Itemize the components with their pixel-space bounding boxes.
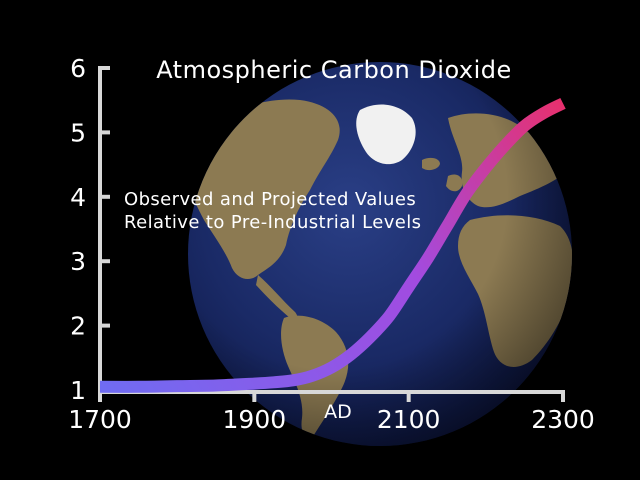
y-tick-label: 4 [70, 183, 86, 212]
earth-globe-image [188, 62, 572, 446]
y-axis-ticks: 1 2 3 4 5 6 [70, 54, 110, 405]
x-tick-label: 1700 [68, 405, 132, 434]
chart-subtitle-line-2: Relative to Pre-Industrial Levels [124, 212, 421, 233]
x-tick-label: 2100 [377, 405, 441, 434]
y-tick-label: 2 [70, 312, 86, 341]
x-axis-label: AD [324, 401, 352, 423]
y-tick-label: 1 [70, 376, 86, 405]
co2-series-line [99, 98, 566, 393]
y-tick-label: 6 [70, 54, 86, 83]
y-tick-label: 3 [70, 247, 86, 276]
chart-subtitle-line-1: Observed and Projected Values [124, 189, 416, 210]
x-tick-label: 2300 [531, 405, 595, 434]
x-axis-ticks: 1700 1900 2100 2300 [68, 392, 595, 434]
x-tick-label: 1900 [223, 405, 287, 434]
chart-title: Atmospheric Carbon Dioxide [156, 56, 512, 84]
y-tick-label: 5 [70, 118, 86, 147]
series-layer [99, 98, 566, 393]
